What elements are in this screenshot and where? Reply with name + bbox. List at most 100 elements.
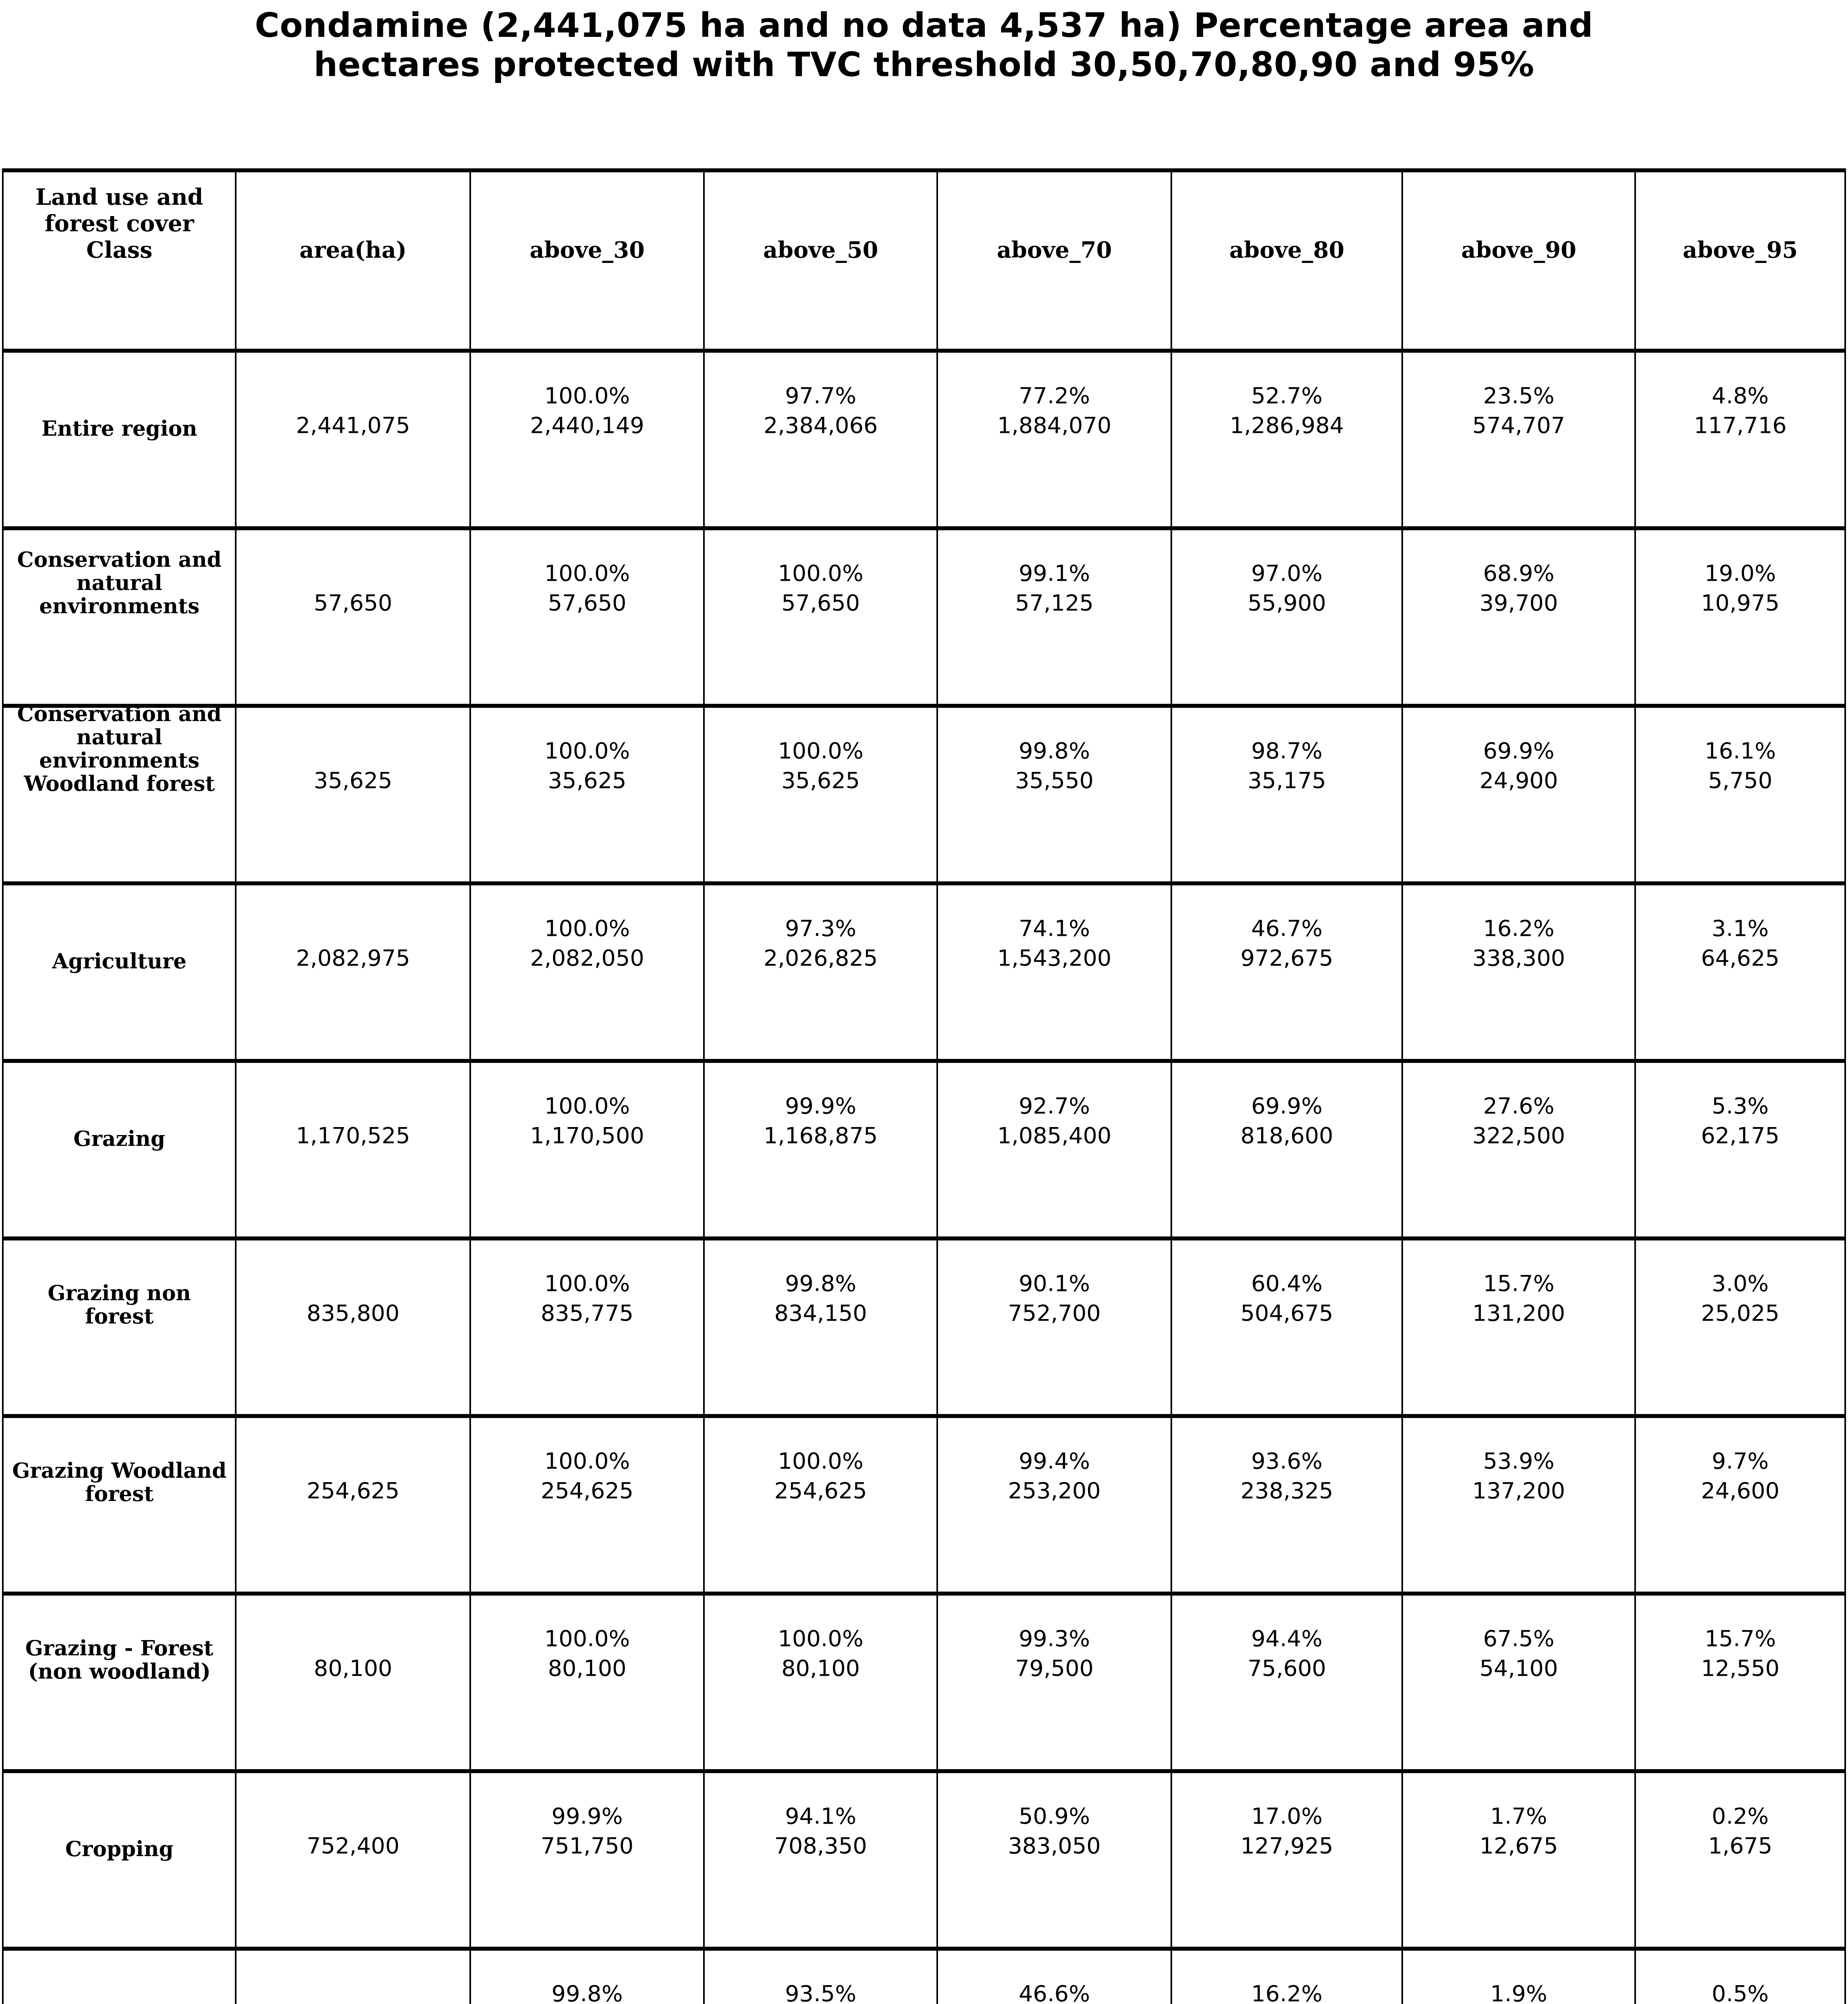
title-line-2: hectares protected with TVC threshold 30… (0, 45, 1848, 84)
cell-stack: 53.9%137,200 (1403, 1446, 1634, 1505)
threshold-cell: 68.9%39,700 (1402, 528, 1635, 706)
percent-value: 27.6% (1403, 1091, 1634, 1121)
percent-value: 15.7% (1636, 1624, 1844, 1653)
threshold-cell: 100.0%2,440,149 (470, 351, 704, 528)
cell-stack: 254,625 (237, 1476, 469, 1505)
row-label: Grazing Woodland forest (4, 1459, 235, 1505)
threshold-cell: 50.9%383,050 (937, 1771, 1171, 1949)
area-cell: 159,775 (236, 1949, 470, 2004)
percent-value: 23.5% (1403, 381, 1634, 410)
column-header-7: above_95 (1635, 170, 1845, 351)
threshold-cell: 100.0%835,775 (470, 1238, 704, 1416)
cell-stack: 100.0%80,100 (471, 1624, 703, 1683)
percent-value: 19.0% (1636, 558, 1844, 588)
cell-content: 99.3%79,500 (938, 1596, 1171, 1683)
cell-content: 53.9%137,200 (1403, 1418, 1634, 1505)
cell-content: Grazing - Forest (non woodland) (4, 1596, 235, 1683)
area-cell: 2,441,075 (236, 351, 470, 528)
percent-value: 92.7% (938, 1091, 1171, 1121)
percent-value: 98.7% (1172, 736, 1401, 766)
cell-content: above_70 (938, 172, 1171, 263)
cell-content: 100.0%57,650 (471, 530, 703, 618)
cell-content: Conservation and natural environments Wo… (4, 708, 235, 795)
column-header-5: above_80 (1171, 170, 1402, 351)
cell-stack: 100.0%2,082,050 (471, 913, 703, 973)
cell-stack: 3.0%25,025 (1636, 1269, 1844, 1328)
percent-value: 50.9% (938, 1801, 1171, 1831)
cell-content: Grazing (4, 1063, 235, 1150)
threshold-cell: 100.0%254,625 (470, 1416, 704, 1594)
cell-content: 97.3%2,026,825 (705, 885, 936, 973)
area-cell: 254,625 (236, 1416, 470, 1594)
threshold-cell: 97.3%2,026,825 (704, 883, 937, 1061)
cell-stack: 100.0%35,625 (471, 736, 703, 795)
cell-stack: 50.9%383,050 (938, 1801, 1171, 1861)
cell-content: 100.0%254,625 (471, 1418, 703, 1505)
cell-stack: 0.2%1,675 (1636, 1801, 1844, 1861)
percent-value: 99.9% (705, 1091, 936, 1121)
cell-stack: 92.7%1,085,400 (938, 1091, 1171, 1150)
threshold-cell: 15.7%12,550 (1635, 1594, 1845, 1771)
cell-stack: 99.8%35,550 (938, 736, 1171, 795)
threshold-cell: 99.8%159,525 (470, 1949, 704, 2004)
threshold-cell: 27.6%322,500 (1402, 1061, 1635, 1238)
cell-content: 100.0%80,100 (705, 1596, 936, 1683)
cell-content: 1,170,525 (237, 1063, 469, 1150)
hectares-value: 127,925 (1172, 1831, 1401, 1861)
threshold-cell: 97.0%55,900 (1171, 528, 1402, 706)
cell-content: 50.9%383,050 (938, 1773, 1171, 1861)
cell-content: 5.3%62,175 (1636, 1063, 1844, 1150)
cell-content: 835,800 (237, 1240, 469, 1328)
cell-stack: 15.7%131,200 (1403, 1269, 1634, 1328)
hectares-value: 57,650 (471, 588, 703, 618)
cell-content: 69.9%818,600 (1172, 1063, 1401, 1150)
cell-stack: 99.1%57,125 (938, 558, 1171, 618)
cell-stack: 69.9%818,600 (1172, 1091, 1401, 1150)
header-row: Land use and forest cover Classarea(ha)a… (3, 170, 1845, 351)
percent-value: 17.0% (1172, 1801, 1401, 1831)
threshold-cell: 99.9%751,750 (470, 1771, 704, 1949)
cell-content: 0.5%775 (1636, 1951, 1844, 2004)
row-label: Grazing - Forest (non woodland) (4, 1636, 235, 1683)
threshold-cell: 100.0%57,650 (470, 528, 704, 706)
threshold-cell: 100.0%254,625 (704, 1416, 937, 1594)
cell-stack: 68.9%39,700 (1403, 558, 1634, 618)
percent-value: 3.1% (1636, 913, 1844, 943)
threshold-cell: 90.1%752,700 (937, 1238, 1171, 1416)
percent-value: 100.0% (471, 381, 703, 410)
hectares-value: 834,150 (705, 1298, 936, 1328)
threshold-cell: 100.0%1,170,500 (470, 1061, 704, 1238)
percent-value: 100.0% (471, 1091, 703, 1121)
cell-content: 52.7%1,286,984 (1172, 353, 1401, 440)
cell-stack: 27.6%322,500 (1403, 1091, 1634, 1150)
page-title: Condamine (2,441,075 ha and no data 4,53… (0, 6, 1848, 85)
area-cell: 35,625 (236, 706, 470, 883)
hectares-value: 1,170,500 (471, 1121, 703, 1150)
cell-content: 15.7%12,550 (1636, 1596, 1844, 1683)
threshold-cell: 17.0%127,925 (1171, 1771, 1402, 1949)
percent-value: 46.7% (1172, 913, 1401, 943)
percent-value: 100.0% (471, 558, 703, 588)
cell-content: 99.8%159,525 (471, 1951, 703, 2004)
cell-stack: 15.7%12,550 (1636, 1624, 1844, 1683)
percent-value: 99.4% (938, 1446, 1171, 1476)
table-row: Grazing1,170,525100.0%1,170,50099.9%1,16… (3, 1061, 1845, 1238)
cell-stack: 35,625 (237, 766, 469, 795)
threshold-cell: 9.7%24,600 (1635, 1416, 1845, 1594)
cell-content: Irrigation (4, 1951, 235, 2004)
column-header-6: above_90 (1402, 170, 1635, 351)
cell-content: above_30 (471, 172, 703, 263)
hectares-value: 54,100 (1403, 1653, 1634, 1683)
threshold-cell: 100.0%2,082,050 (470, 883, 704, 1061)
title-line-1: Condamine (2,441,075 ha and no data 4,53… (0, 6, 1848, 45)
cell-stack: 52.7%1,286,984 (1172, 381, 1401, 440)
cell-stack: 67.5%54,100 (1403, 1624, 1634, 1683)
row-label-cell: Grazing (3, 1061, 236, 1238)
percent-value: 16.1% (1636, 736, 1844, 766)
hectares-value: 12,550 (1636, 1653, 1844, 1683)
cell-content: above_95 (1636, 172, 1844, 263)
cell-stack: 1,170,525 (237, 1121, 469, 1150)
percent-value: 3.0% (1636, 1269, 1844, 1298)
column-header-label: above_50 (705, 236, 936, 263)
column-header-label: above_80 (1172, 236, 1401, 263)
